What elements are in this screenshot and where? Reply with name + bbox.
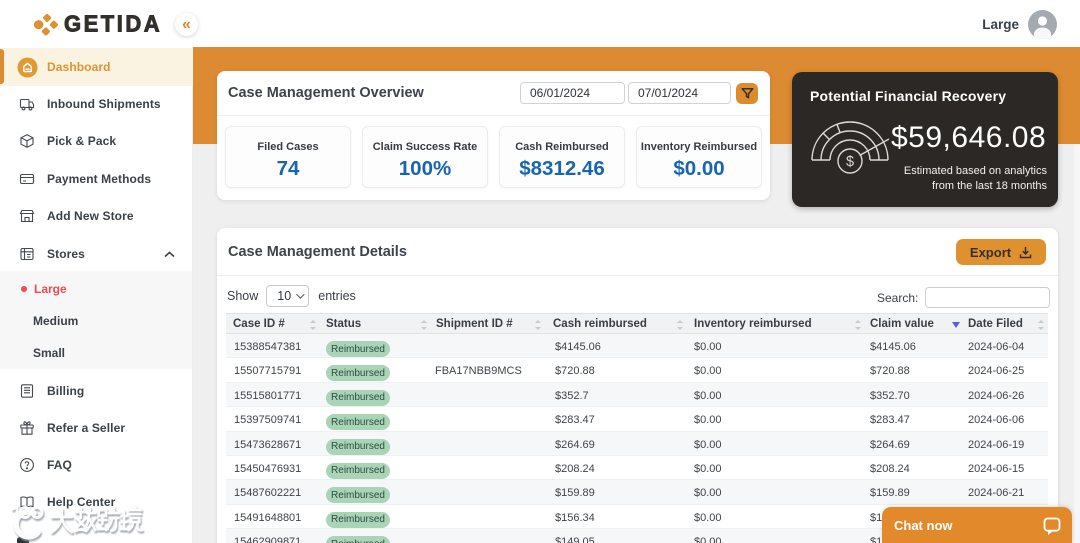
svg-text:$: $ [846, 154, 854, 170]
